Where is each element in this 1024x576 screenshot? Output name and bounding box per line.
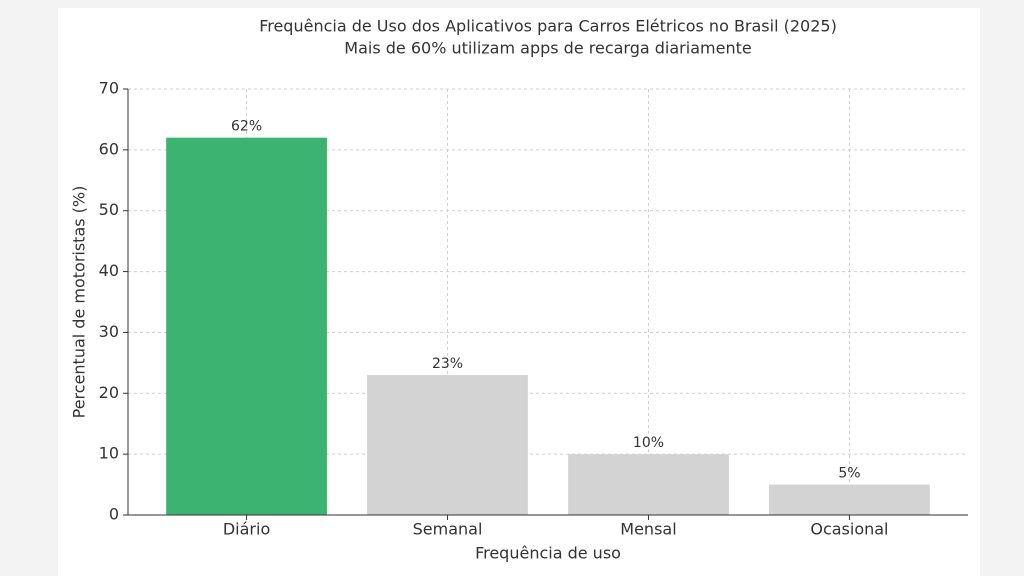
y-tick-label: 30 [99, 322, 119, 341]
value-label: 10% [633, 435, 664, 451]
chart-subtitle: Mais de 60% utilizam apps de recarga dia… [344, 39, 751, 58]
bar [367, 375, 528, 515]
chart-title: Frequência de Uso dos Aplicativos para C… [259, 17, 837, 36]
y-tick-label: 20 [99, 383, 119, 402]
x-tick-label: Mensal [620, 520, 676, 539]
x-tick-label: Diário [223, 520, 270, 539]
value-label: 62% [231, 119, 262, 135]
x-tick-label: Semanal [413, 520, 483, 539]
y-tick-label: 40 [99, 261, 119, 280]
y-tick-label: 50 [99, 200, 119, 219]
y-axis-label: Percentual de motoristas (%) [70, 186, 89, 419]
value-label: 23% [432, 356, 463, 372]
bar [568, 454, 729, 515]
value-label: 5% [838, 466, 860, 482]
x-tick-label: Ocasional [810, 520, 888, 539]
y-tick-label: 10 [99, 444, 119, 463]
bar [769, 484, 930, 515]
x-axis-label: Frequência de uso [475, 544, 621, 563]
y-tick-label: 70 [99, 79, 119, 98]
y-tick-label: 0 [109, 505, 119, 524]
y-tick-label: 60 [99, 139, 119, 158]
bar [166, 137, 327, 515]
